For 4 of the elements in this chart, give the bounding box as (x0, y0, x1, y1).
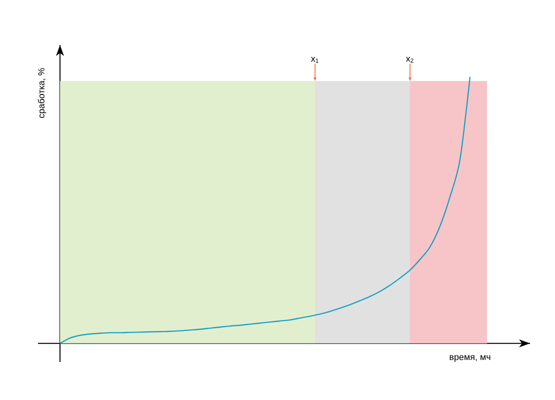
x-axis-title: время, мч (450, 355, 490, 362)
text: x$_{2}$ (406, 56, 414, 63)
y-axis-title: сработка, % (38, 68, 46, 118)
text: x$_{1}$ (310, 56, 318, 63)
